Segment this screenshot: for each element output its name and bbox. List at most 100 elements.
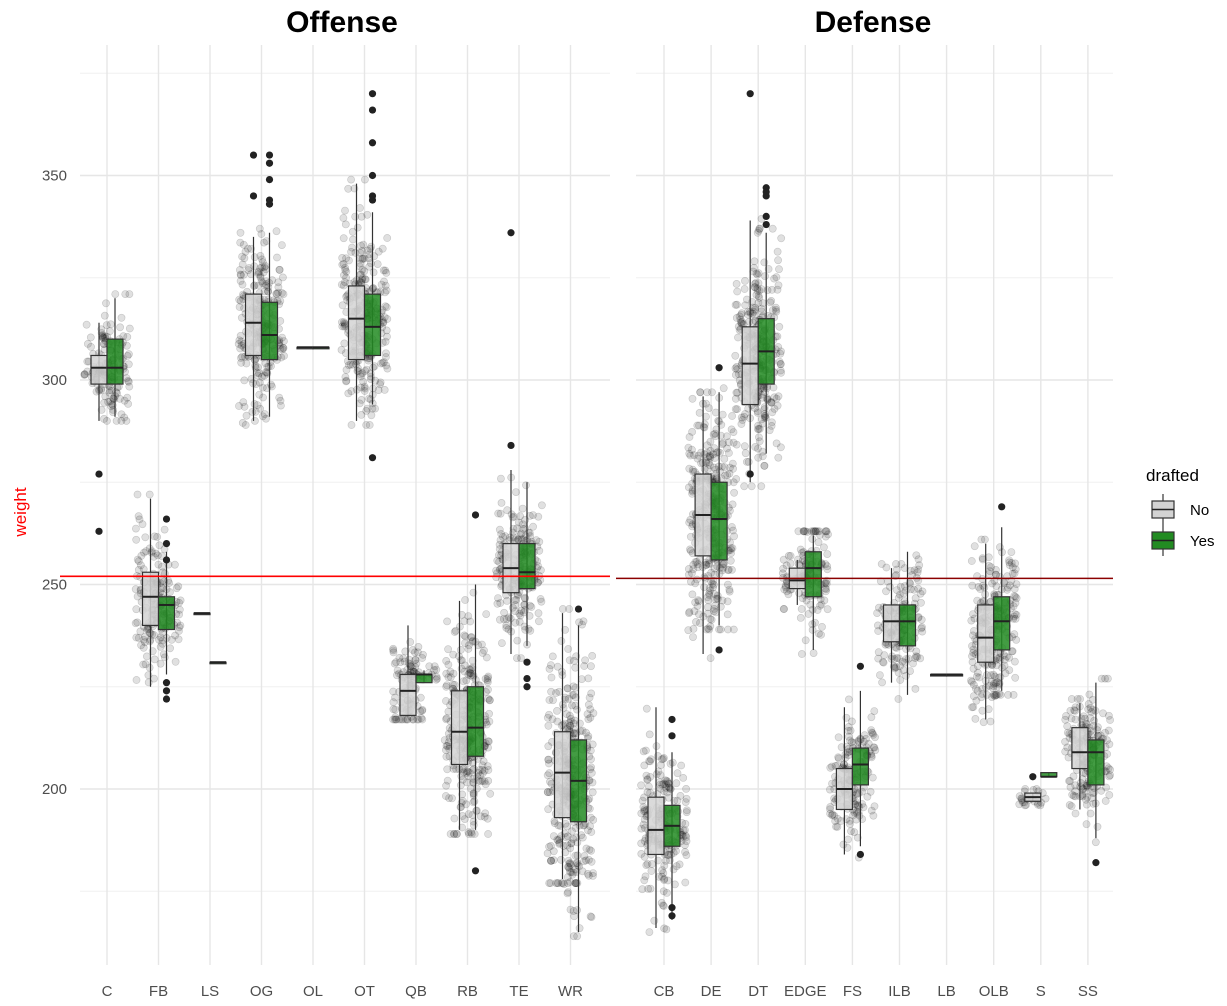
jitter-point (456, 781, 465, 790)
jitter-point (150, 532, 159, 541)
jitter-point (449, 765, 458, 773)
jitter-point (153, 533, 162, 541)
jitter-point (483, 678, 492, 687)
jitter-point (353, 367, 362, 375)
jitter-point (992, 571, 1000, 579)
jitter-point (492, 566, 500, 575)
jitter-point (359, 240, 368, 249)
jitter-point (844, 835, 852, 844)
jitter-point (1082, 820, 1091, 829)
jitter-point (1029, 786, 1038, 794)
jitter-point (527, 603, 536, 611)
jitter-point (139, 660, 148, 669)
jitter-point (653, 790, 662, 798)
jitter-point (406, 662, 415, 671)
jitter-point (496, 599, 505, 607)
jitter-point (476, 777, 485, 786)
jitter-point (550, 819, 559, 827)
jitter-point (565, 711, 574, 720)
jitter-point (485, 696, 494, 704)
jitter-point (344, 389, 353, 398)
jitter-point (749, 263, 758, 272)
jitter-point (1011, 592, 1020, 601)
jitter-point (973, 662, 982, 670)
jitter-point (338, 301, 347, 310)
jitter-point (586, 822, 594, 830)
jitter-point (383, 332, 391, 341)
outlier-point (762, 192, 770, 200)
jitter-point (1061, 747, 1070, 756)
jitter-point (577, 831, 586, 840)
jitter-point (380, 385, 389, 394)
jitter-point (338, 253, 347, 262)
jitter-point (511, 618, 520, 627)
jitter-point (383, 364, 392, 373)
jitter-point (1082, 787, 1090, 796)
outlier-point (1092, 859, 1100, 867)
jitter-point (262, 414, 270, 423)
jitter-point (515, 618, 524, 626)
jitter-point (688, 394, 697, 403)
jitter-point (502, 615, 511, 623)
jitter-point (458, 823, 466, 832)
jitter-point (132, 676, 141, 684)
jitter-point (347, 387, 356, 396)
jitter-point (566, 860, 575, 869)
jitter-point (681, 831, 690, 840)
jitter-point (671, 880, 679, 889)
jitter-point (381, 266, 390, 275)
jitter-point (868, 773, 877, 782)
jitter-point (362, 365, 371, 374)
jitter-point (562, 710, 571, 718)
jitter-point (526, 512, 534, 520)
jitter-point (236, 331, 245, 340)
x-tick-label: EDGE (784, 983, 827, 1000)
jitter-point (1099, 709, 1107, 718)
jitter-point (878, 678, 886, 687)
jitter-point (276, 297, 285, 305)
jitter-point (100, 398, 109, 407)
jitter-point (483, 676, 492, 685)
jitter-point (137, 641, 145, 650)
jitter-point (547, 687, 555, 696)
jitter-point (110, 395, 119, 403)
jitter-point (150, 674, 158, 683)
jitter-point (728, 523, 736, 531)
jitter-point (995, 653, 1004, 662)
jitter-point (544, 788, 552, 797)
jitter-point (549, 832, 558, 840)
jitter-point (258, 383, 267, 392)
jitter-point (469, 791, 478, 800)
jitter-point (468, 636, 477, 645)
jitter-point (801, 636, 810, 645)
box-olb-no (977, 604, 995, 663)
jitter-point (713, 591, 722, 600)
jitter-point (124, 360, 133, 369)
jitter-point (411, 656, 420, 664)
jitter-point (585, 856, 593, 864)
jitter-point (685, 518, 694, 527)
jitter-point (763, 286, 772, 295)
jitter-point (774, 453, 783, 462)
jitter-point (693, 602, 702, 610)
jitter-point (255, 224, 264, 233)
jitter-point (585, 871, 593, 880)
jitter-point (650, 916, 659, 925)
outlier-point (265, 200, 274, 208)
outlier-point (523, 658, 531, 666)
jitter-point (467, 633, 475, 642)
x-tick-label: S (1036, 983, 1046, 1000)
jitter-point (125, 290, 134, 298)
jitter-point (589, 709, 598, 718)
jitter-point (833, 815, 842, 823)
jitter-point (461, 632, 470, 641)
jitter-point (358, 275, 367, 284)
jitter-point (382, 303, 391, 312)
jitter-point (553, 717, 562, 726)
jitter-point (381, 281, 390, 290)
jitter-point (978, 685, 987, 693)
jitter-point (661, 776, 670, 785)
jitter-point (547, 673, 556, 682)
jitter-point (509, 533, 518, 542)
jitter-point (462, 769, 471, 777)
